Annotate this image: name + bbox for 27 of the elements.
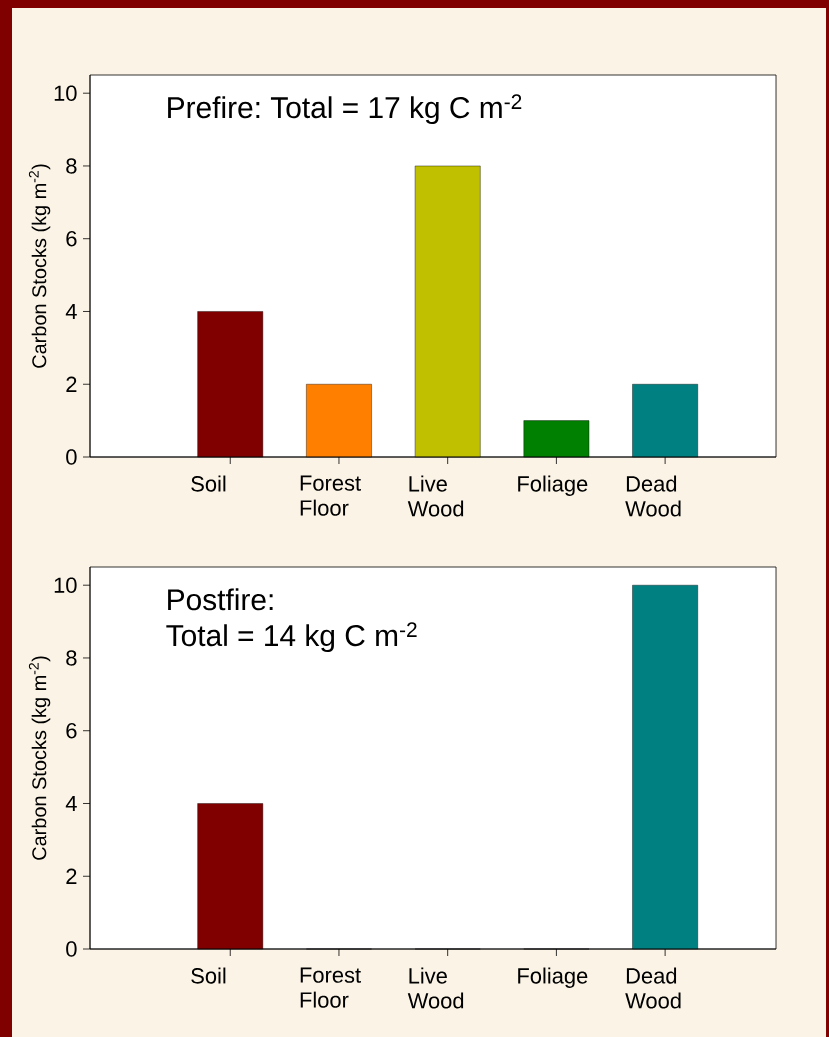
y-tick-label: 6	[66, 722, 77, 739]
x-tick-label: Forest Floor	[300, 475, 361, 516]
x-tick-label: Soil	[191, 967, 226, 984]
x-tick-label: Foliage	[518, 475, 588, 496]
y-tick-label: 2	[66, 868, 77, 884]
x-tick-label: Dead Wood	[625, 475, 681, 517]
text: Postfire:	[168, 588, 273, 611]
y-tick-label: 2	[66, 376, 77, 392]
y-tick-label: 0	[66, 941, 77, 957]
y-tick-label: 4	[65, 795, 77, 812]
x-tick-label: Live Wood	[407, 475, 464, 517]
x-tick-label: Dead Wood	[625, 967, 681, 1009]
y-tick-label: 8	[66, 650, 77, 666]
y-axis-title: Carbon Stocks (kg m$^{-2}$)	[28, 164, 51, 368]
y-tick-label: 10	[54, 577, 77, 593]
text: Total = 14 kg C m$^{-2}$	[166, 622, 417, 653]
x-tick-label: Forest Floor	[300, 967, 361, 1008]
x-tick-label: Soil	[191, 475, 226, 492]
y-tick-label: 6	[66, 230, 77, 247]
x-tick-label: Foliage	[518, 967, 588, 988]
text: Prefire: Total = 17 kg C m$^{-2}$	[168, 94, 522, 125]
y-axis-title: Carbon Stocks (kg m$^{-2}$)	[28, 656, 51, 860]
y-tick-label: 10	[54, 85, 77, 101]
x-tick-label: Live Wood	[407, 967, 464, 1009]
y-tick-label: 0	[66, 449, 77, 465]
y-tick-label: 4	[65, 303, 77, 320]
y-tick-label: 8	[66, 158, 77, 174]
